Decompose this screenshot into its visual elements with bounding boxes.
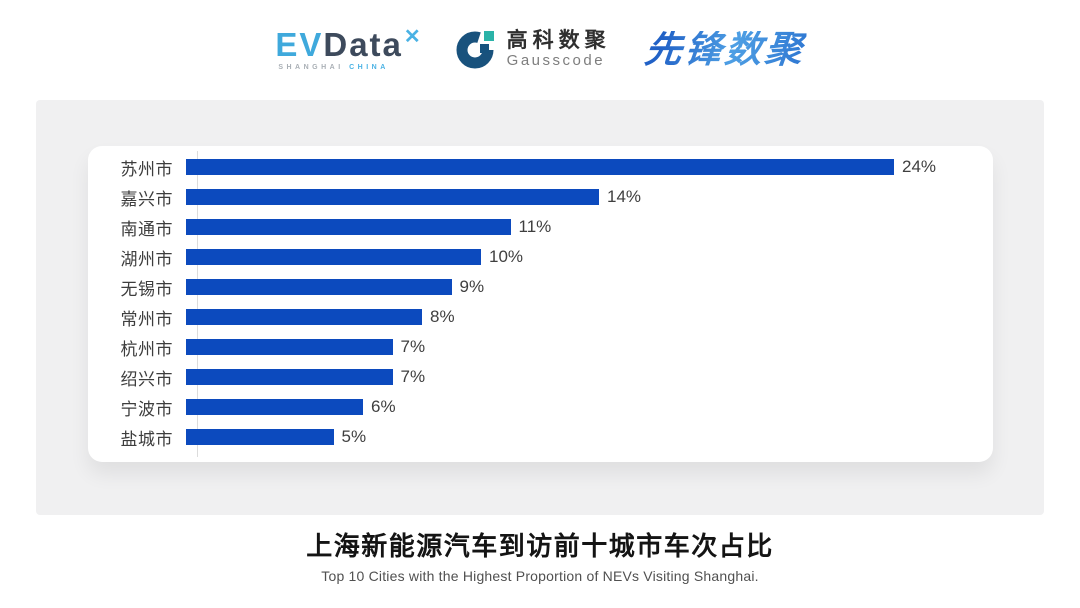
bar-track: 14% — [185, 182, 993, 212]
bar-row: 盐城市 5% — [88, 422, 993, 452]
bar-chart: 苏州市 24% 嘉兴市 14% 南通市 11% 湖州市 10% 无锡市 9% 常州市 8% 杭州市 7% 绍… — [88, 152, 993, 452]
bar-label: 盐城市 — [120, 429, 173, 449]
chart-subtitle: Top 10 Cities with the Highest Proportio… — [321, 568, 759, 585]
bar — [186, 279, 452, 295]
logo-bar: EVData✕ SHANGHAI CHINA 高科数聚 Gausscode 先锋… — [0, 16, 1080, 82]
bar-value: 6% — [371, 397, 396, 416]
bar-track: 7% — [185, 362, 993, 392]
y-axis-baseline — [197, 151, 198, 457]
evdata-propeller-icon: ✕ — [403, 25, 423, 48]
bar-value: 11% — [518, 217, 552, 236]
gausscode-wordmark: 高科数聚 Gausscode — [507, 29, 611, 70]
bar-label: 宁波市 — [120, 399, 173, 419]
bar-label: 南通市 — [120, 219, 173, 239]
bar-track: 24% — [185, 152, 993, 182]
bar-row: 苏州市 24% — [88, 152, 993, 182]
bar — [186, 189, 599, 205]
bar-label: 嘉兴市 — [120, 189, 173, 209]
gausscode-cn-text: 高科数聚 — [506, 28, 611, 52]
bar-label: 无锡市 — [120, 279, 173, 299]
evdata-ev-text: EV — [275, 25, 324, 63]
bar-value: 7% — [400, 367, 426, 386]
bar — [186, 429, 334, 445]
caption: 上海新能源汽车到访前十城市车次占比 Top 10 Cities with the… — [0, 531, 1080, 584]
bar-value: 8% — [430, 307, 455, 326]
bar-row: 无锡市 9% — [88, 272, 993, 302]
bar-track: 11% — [185, 212, 993, 242]
xianfeng-logo: 先锋数聚 — [642, 28, 807, 70]
bar-row: 南通市 11% — [88, 212, 993, 242]
chart-title: 上海新能源汽车到访前十城市车次占比 — [306, 531, 774, 561]
evdata-tagline-china: CHINA — [349, 63, 389, 71]
bar-row: 杭州市 7% — [88, 332, 993, 362]
bar — [186, 219, 511, 235]
bar-row: 宁波市 6% — [88, 392, 993, 422]
chart-card: 苏州市 24% 嘉兴市 14% 南通市 11% 湖州市 10% 无锡市 9% 常州市 8% 杭州市 7% 绍… — [36, 100, 1044, 515]
bar-row: 湖州市 10% — [88, 242, 993, 272]
bar — [186, 399, 363, 415]
bar-row: 绍兴市 7% — [88, 362, 993, 392]
bar-row: 常州市 8% — [88, 302, 993, 332]
bar-track: 6% — [185, 392, 993, 422]
evdata-tagline: SHANGHAI CHINA — [275, 64, 388, 71]
bar-track: 9% — [185, 272, 993, 302]
gausscode-logo: 高科数聚 Gausscode — [456, 28, 611, 70]
gausscode-ring-icon — [456, 31, 494, 69]
bar-row: 嘉兴市 14% — [88, 182, 993, 212]
bar-value: 9% — [459, 277, 485, 296]
evdata-logo: EVData✕ SHANGHAI CHINA — [275, 25, 423, 71]
bar-value: 14% — [607, 187, 642, 206]
evdata-tagline-shanghai: SHANGHAI — [278, 63, 344, 71]
bar-track: 10% — [185, 242, 993, 272]
bar-label: 绍兴市 — [120, 369, 173, 389]
bar-track: 8% — [185, 302, 993, 332]
bar-label: 杭州市 — [120, 339, 173, 359]
bar — [186, 309, 422, 325]
bar — [186, 249, 481, 265]
bar-track: 5% — [185, 422, 993, 452]
bar — [186, 339, 393, 355]
bar-label: 湖州市 — [120, 249, 173, 269]
bar — [186, 159, 894, 175]
bar-value: 7% — [400, 337, 426, 356]
evdata-wordmark: EVData✕ — [275, 25, 423, 63]
bar — [186, 369, 393, 385]
chart-panel: 苏州市 24% 嘉兴市 14% 南通市 11% 湖州市 10% 无锡市 9% 常州市 8% 杭州市 7% 绍… — [88, 146, 993, 462]
gausscode-en-text: Gausscode — [506, 51, 606, 69]
bar-value: 24% — [902, 157, 937, 176]
bar-value: 10% — [489, 247, 524, 266]
bar-label: 苏州市 — [120, 159, 173, 179]
bar-value: 5% — [341, 427, 367, 446]
bar-label: 常州市 — [120, 309, 173, 329]
evdata-data-text: Data — [323, 25, 403, 63]
bar-track: 7% — [185, 332, 993, 362]
